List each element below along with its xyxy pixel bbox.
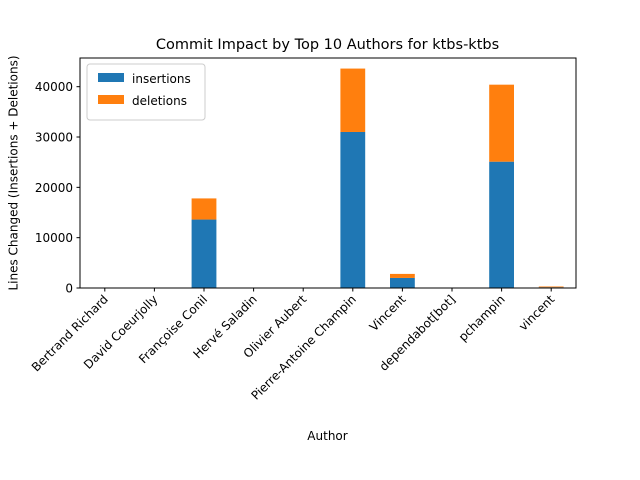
bar-insertions-pchampin [489,161,514,288]
y-axis-label: Lines Changed (Insertions + Deletions) [7,55,21,290]
bar-insertions-pierre-antoine-champin [340,131,366,288]
bar-deletions-pierre-antoine-champin [340,68,366,132]
legend-label-insertions: insertions [132,72,191,86]
bar-insertions-fran-oise-conil [191,219,217,288]
bar-deletions-pchampin [489,84,514,162]
bar-deletions-vincent [538,286,564,288]
y-tick-label: 0 [65,282,73,296]
y-tick-label: 10000 [35,231,73,245]
y-axis: 0 10000 20000 30000 40000 [35,80,80,296]
x-axis-label: Author [307,429,347,443]
legend-swatch-deletions [98,95,124,104]
bar-deletions-vincent [390,273,415,278]
y-tick-label: 20000 [35,181,73,195]
bar-insertions-vincent [390,277,415,288]
legend-label-deletions: deletions [132,94,187,108]
chart-title: Commit Impact by Top 10 Authors for ktbs… [156,37,499,53]
bar-deletions-fran-oise-conil [191,198,217,220]
y-tick-label: 30000 [35,131,73,145]
bars-layer [191,68,564,288]
legend: insertions deletions [86,63,206,121]
legend-swatch-insertions [98,73,124,82]
plot-frame [79,57,577,289]
y-tick-label: 40000 [35,80,73,94]
